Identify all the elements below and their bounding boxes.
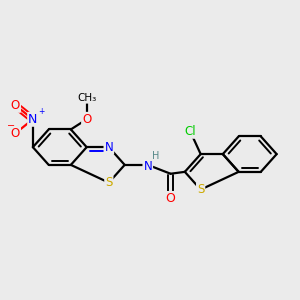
Text: +: + [39, 106, 45, 116]
Text: S: S [105, 176, 112, 189]
Text: S: S [197, 183, 204, 196]
Text: O: O [82, 113, 91, 126]
Text: N: N [28, 113, 38, 126]
Text: N: N [104, 141, 113, 154]
Text: CH₃: CH₃ [77, 93, 96, 103]
Text: N: N [143, 160, 152, 173]
Text: Cl: Cl [184, 125, 196, 138]
Text: H: H [152, 151, 160, 160]
Text: O: O [11, 99, 20, 112]
Text: methoxy: methoxy [87, 97, 93, 98]
Text: −: − [7, 122, 15, 131]
Text: O: O [11, 127, 20, 140]
Text: O: O [166, 192, 176, 205]
